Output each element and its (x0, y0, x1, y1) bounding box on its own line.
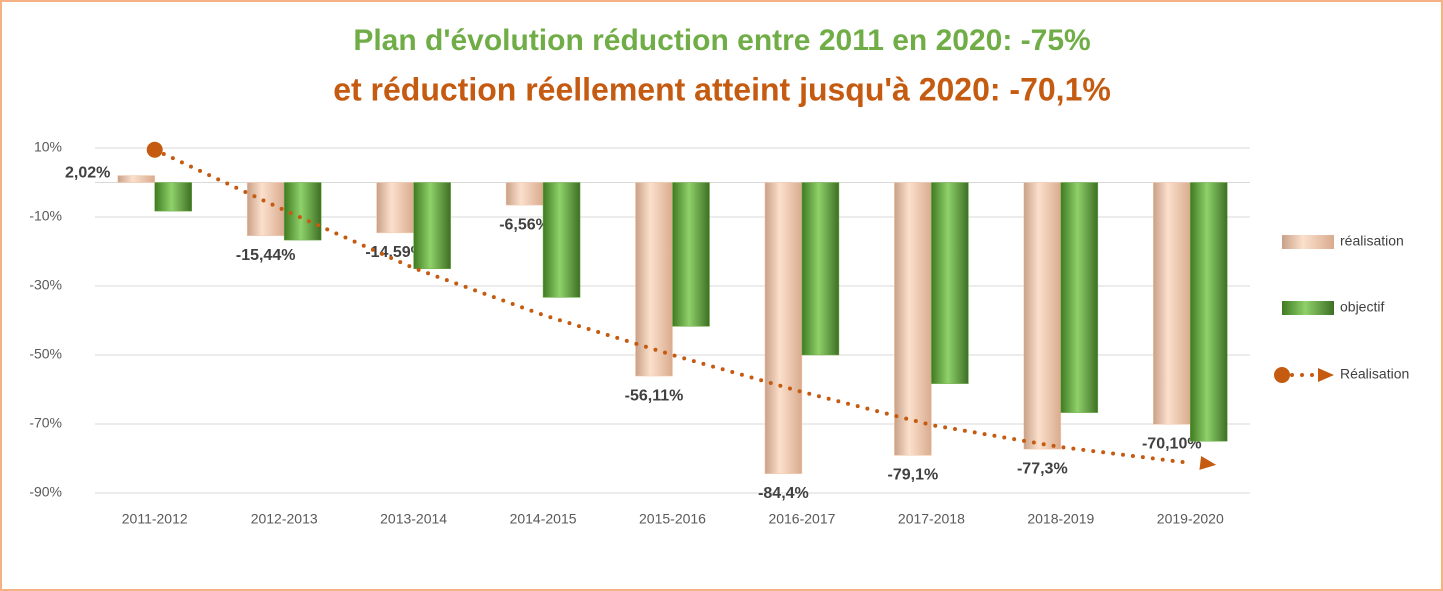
y-tick-label: -90% (29, 484, 62, 500)
bar (1190, 182, 1228, 442)
bar (1060, 182, 1099, 413)
bar (894, 182, 932, 456)
data-label: -14,59% (365, 244, 425, 261)
data-label: 2,02% (65, 165, 110, 182)
data-label: -84,4% (758, 485, 809, 502)
bar (413, 182, 451, 269)
y-tick-label: -70% (29, 415, 62, 431)
legend-label: objectif (1340, 299, 1384, 315)
chart-subtitle: et réduction réellement atteint jusqu'à … (333, 71, 1111, 107)
bar (154, 182, 192, 212)
bar (801, 182, 840, 356)
x-tick-label: 2019-2020 (1157, 511, 1224, 527)
data-label: -56,11% (625, 387, 684, 404)
trend-line (152, 147, 1193, 465)
data-label: -79,1% (888, 467, 939, 484)
bar (1023, 182, 1062, 450)
bar (376, 182, 414, 234)
data-label: -77,3% (1017, 460, 1068, 477)
bar (246, 182, 285, 237)
y-tick-label: -50% (29, 346, 62, 362)
bar (1153, 182, 1191, 425)
line-start-marker (146, 141, 163, 158)
x-tick-label: 2015-2016 (639, 511, 706, 527)
legend-marker (1274, 367, 1290, 383)
bar (505, 182, 544, 206)
bar (764, 182, 803, 474)
x-tick-label: 2013-2014 (380, 511, 447, 527)
bar (931, 182, 969, 384)
data-label: -15,44% (236, 247, 296, 264)
x-tick-label: 2011-2012 (122, 511, 188, 527)
legend-swatch (1282, 235, 1334, 249)
x-tick-label: 2012-2013 (251, 511, 318, 527)
y-tick-label: -30% (29, 277, 62, 293)
legend-arrow (1318, 368, 1334, 382)
x-tick-label: 2014-2015 (510, 511, 577, 527)
line-end-arrow (1199, 456, 1217, 470)
y-tick-label: 10% (34, 139, 62, 155)
x-tick-label: 2017-2018 (898, 511, 965, 527)
legend-label: Réalisation (1340, 366, 1409, 382)
bar (635, 182, 673, 377)
x-tick-label: 2018-2019 (1027, 511, 1094, 527)
data-label: -6,56% (499, 216, 550, 233)
legend-swatch (1282, 301, 1334, 315)
y-tick-label: -10% (29, 208, 62, 224)
data-label: -70,10% (1142, 436, 1202, 453)
x-tick-label: 2016-2017 (768, 511, 835, 527)
legend-label: réalisation (1340, 233, 1404, 249)
bar (117, 175, 155, 183)
bar (672, 182, 710, 327)
bar (542, 182, 581, 298)
chart-title: Plan d'évolution réduction entre 2011 en… (353, 24, 1090, 57)
